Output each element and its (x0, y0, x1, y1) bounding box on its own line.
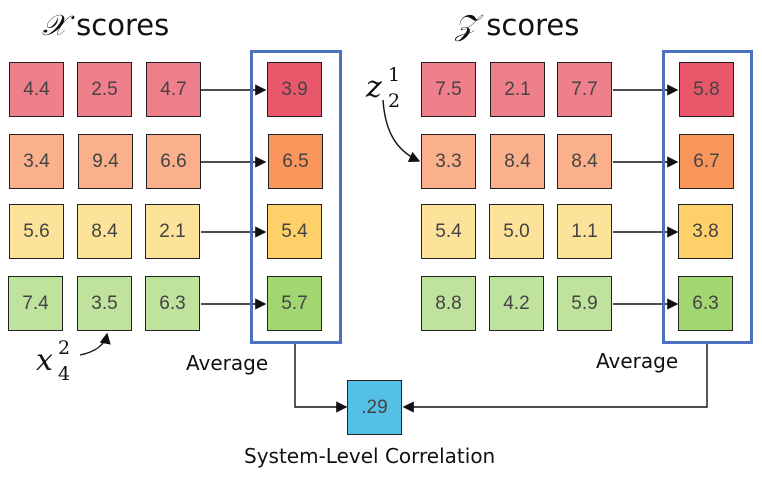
x-cell: 4.4 (9, 62, 64, 117)
correlation-cell: .29 (347, 380, 402, 435)
z-scores-title: 𝒵 scores (455, 8, 580, 42)
z-average-label: Average (596, 349, 679, 373)
x-cell: 2.1 (145, 204, 200, 259)
z-cell: 8.8 (421, 276, 476, 331)
x-cell: 6.6 (146, 134, 201, 189)
z-cell: 4.2 (489, 276, 544, 331)
z-average-cell: 5.8 (679, 62, 734, 117)
z-cell: 5.4 (421, 204, 476, 259)
x-average-cell: 5.4 (267, 204, 322, 259)
x-average-frame (250, 50, 342, 344)
x-cell: 9.4 (78, 134, 133, 189)
x-cell: 4.7 (146, 62, 201, 117)
z-cell: 8.4 (557, 134, 612, 189)
z-average-frame (662, 50, 753, 344)
x-cell: 2.5 (77, 62, 132, 117)
correlation-label: System-Level Correlation (244, 444, 496, 468)
x-average-cell: 6.5 (268, 134, 323, 189)
z-cell: 5.0 (489, 204, 544, 259)
x-cell: 5.6 (9, 204, 64, 259)
x-cell: 3.4 (9, 134, 64, 189)
z-average-cell: 6.3 (678, 276, 733, 331)
x-average-cell: 3.9 (267, 62, 322, 117)
z-cell: 2.1 (490, 62, 545, 117)
x-average-cell: 5.7 (267, 276, 322, 331)
z-average-cell: 3.8 (678, 204, 733, 259)
x-cell: 8.4 (77, 204, 132, 259)
x-scores-title: 𝒳 scores (42, 8, 170, 42)
z-cell: 1.1 (557, 204, 612, 259)
z-cell: 7.5 (421, 62, 476, 117)
z-cell: 5.9 (557, 276, 612, 331)
z-cell: 8.4 (490, 134, 545, 189)
z-average-cell: 6.7 (679, 134, 734, 189)
x-average-label: Average (186, 351, 269, 375)
x-cell: 3.5 (77, 276, 132, 331)
z-cell: 3.3 (421, 134, 476, 189)
x-cell: 7.4 (8, 276, 63, 331)
z-cell: 7.7 (557, 62, 612, 117)
x-cell: 6.3 (145, 276, 200, 331)
